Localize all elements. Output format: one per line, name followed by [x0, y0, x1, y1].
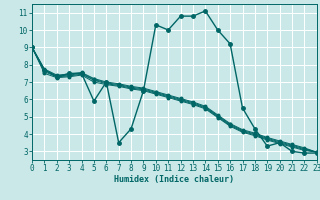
X-axis label: Humidex (Indice chaleur): Humidex (Indice chaleur)	[115, 175, 234, 184]
